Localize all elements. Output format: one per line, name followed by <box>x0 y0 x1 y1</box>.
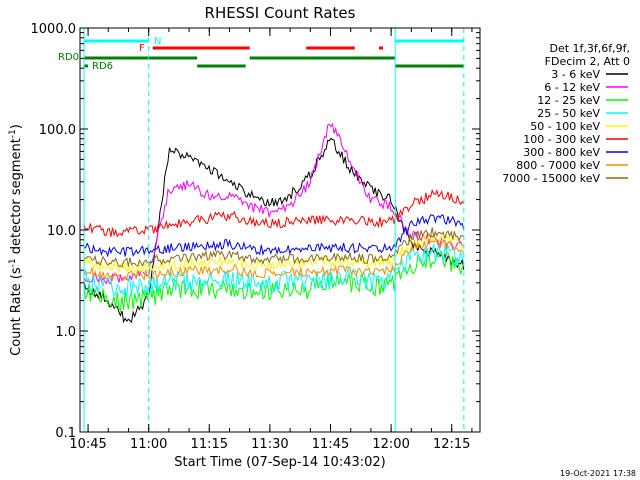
series-line-7 <box>83 238 465 282</box>
y-tick-label-2: 10.0 <box>47 224 76 239</box>
y-tick-label-1: 1.0 <box>55 325 76 340</box>
plot-frame <box>79 27 481 433</box>
x-tick-label-4: 11:45 <box>312 437 349 452</box>
legend-label-1: 6 - 12 keV <box>544 81 600 94</box>
x-tick-label-1: 11:00 <box>130 437 167 452</box>
legend-header-line-1: Det 1f,3f,6f,9f, <box>549 42 630 55</box>
legend-label-3: 25 - 50 keV <box>537 107 600 120</box>
tick-labels: 0.1 1.0 10.0 100.0 1000.0 10:45 11:00 11:15 11:3… <box>31 22 471 452</box>
series-line-2 <box>83 251 465 313</box>
legend-header-line-2: FDecim 2, Att 0 <box>545 55 630 68</box>
y-tick-label-3: 100.0 <box>39 123 76 138</box>
axes <box>79 27 481 433</box>
series-layer <box>83 122 465 324</box>
x-tick-label-3: 11:30 <box>251 437 288 452</box>
legend-label-8: 7000 - 15000 keV <box>502 172 600 185</box>
x-axis-label: Start Time (07-Sep-14 10:43:02) <box>174 455 385 470</box>
legend-label-7: 800 - 7000 keV <box>516 159 600 172</box>
legend-label-5: 100 - 300 keV <box>523 133 600 146</box>
series-line-5 <box>83 189 465 238</box>
legend-label-6: 300 - 800 keV <box>523 146 600 159</box>
flag-bars <box>84 39 464 68</box>
series-line-3 <box>83 244 465 298</box>
x-tick-label-0: 10:45 <box>69 437 106 452</box>
y-tick-label-4: 1000.0 <box>31 22 77 37</box>
timestamp: 19-Oct-2021 17:38 <box>560 469 636 478</box>
series-line-6 <box>83 214 465 258</box>
x-tick-label-5: 12:00 <box>372 437 409 452</box>
chart-title: RHESSI Count Rates <box>205 4 356 22</box>
legend-label-2: 12 - 25 keV <box>537 94 600 107</box>
flag-label-rd6: RD6 <box>92 61 113 72</box>
series-line-8 <box>83 227 465 268</box>
flag-label-n: N <box>154 36 161 47</box>
x-tick-label-2: 11:15 <box>191 437 228 452</box>
legend: Det 1f,3f,6f,9f, FDecim 2, Att 0 3 - 6 k… <box>502 42 630 185</box>
legend-label-0: 3 - 6 keV <box>551 68 600 81</box>
x-tick-label-6: 12:15 <box>433 437 470 452</box>
series-line-4 <box>83 233 465 274</box>
y-tick-label-0: 0.1 <box>55 426 76 441</box>
legend-label-4: 50 - 100 keV <box>530 120 600 133</box>
series-line-0 <box>83 137 465 324</box>
flag-label-f: F <box>139 43 145 54</box>
y-axis-label: Count Rate (s-1 detector segment-1) <box>8 124 24 356</box>
flag-label-rd0: RD0 <box>58 52 79 63</box>
